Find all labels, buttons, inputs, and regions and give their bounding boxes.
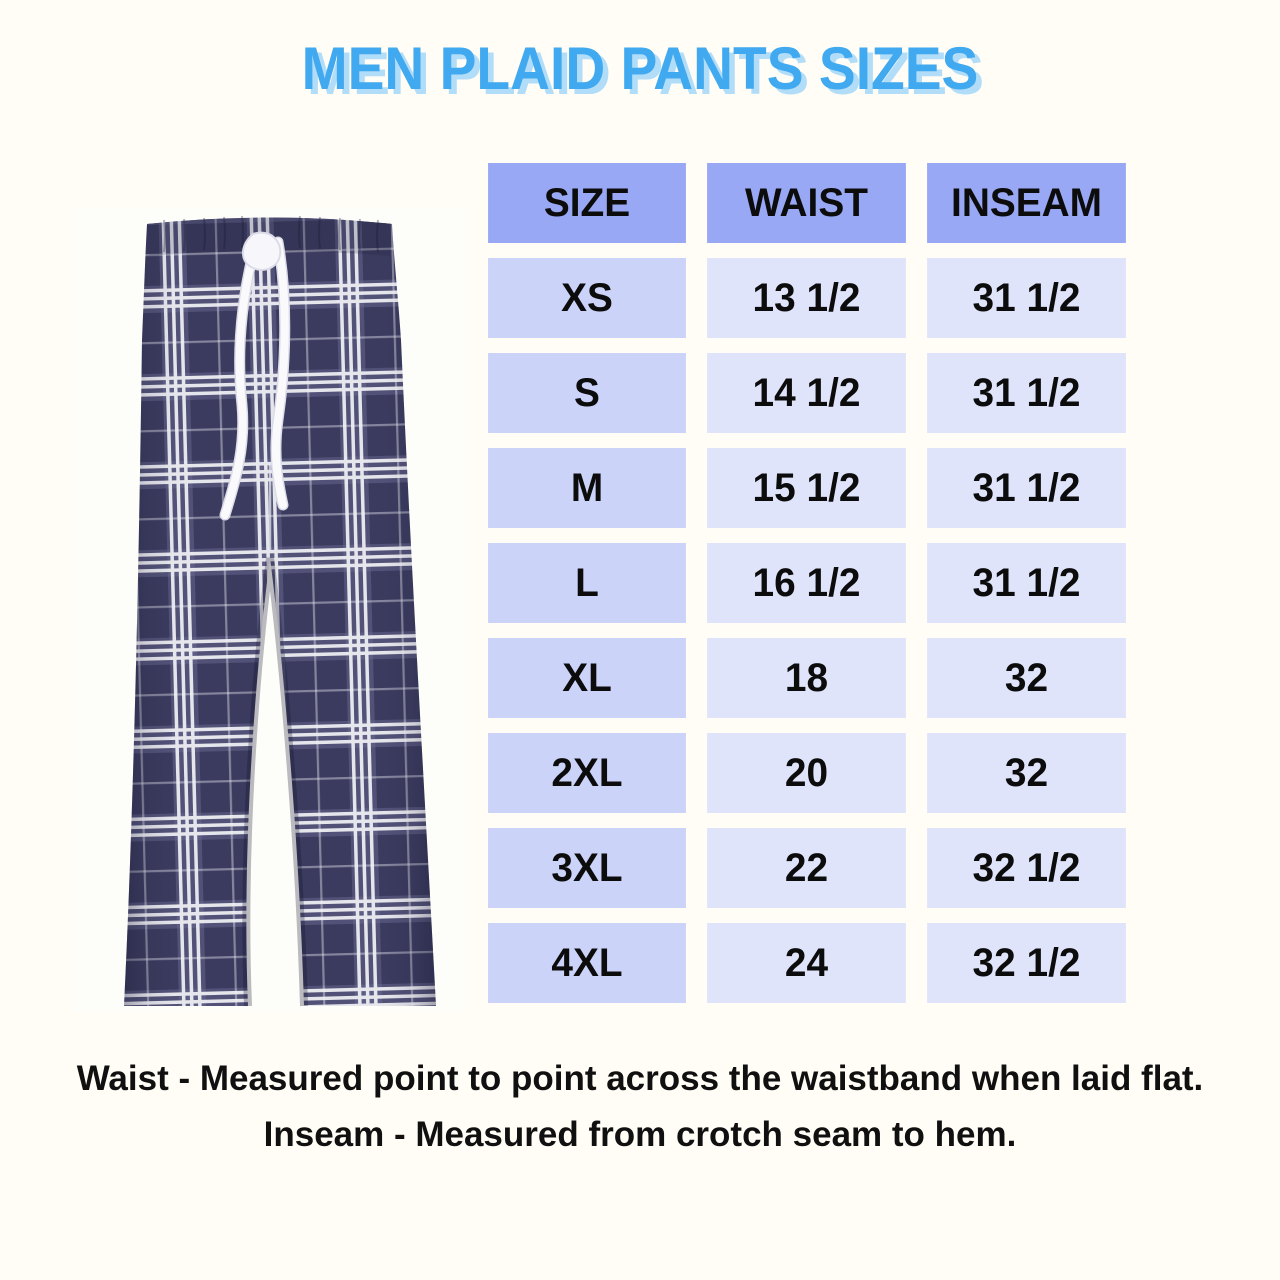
size-cell: XL xyxy=(488,638,686,718)
size-cell: 3XL xyxy=(488,828,686,908)
waist-cell: 15 1/2 xyxy=(707,448,906,528)
size-cell: 2XL xyxy=(488,733,686,813)
size-table: SIZE WAIST INSEAM XS 13 1/2 31 1/2 S 14 … xyxy=(485,163,1129,1003)
waist-cell: 18 xyxy=(707,638,906,718)
waist-cell: 22 xyxy=(707,828,906,908)
size-cell: S xyxy=(488,353,686,433)
inseam-note: Inseam - Measured from crotch seam to he… xyxy=(263,1115,1017,1154)
col-header-size: SIZE xyxy=(488,163,686,243)
waist-cell: 13 1/2 xyxy=(707,258,906,338)
inseam-cell: 31 1/2 xyxy=(927,543,1126,623)
waist-cell: 14 1/2 xyxy=(707,353,906,433)
waist-cell: 20 xyxy=(707,733,906,813)
drawstring xyxy=(219,231,291,521)
pants-body xyxy=(124,217,436,1007)
waist-cell: 16 1/2 xyxy=(707,543,906,623)
waist-cell: 24 xyxy=(707,923,906,1003)
inseam-cell: 32 xyxy=(927,638,1126,718)
pants-illustration xyxy=(74,208,466,1012)
size-cell: 4XL xyxy=(488,923,686,1003)
measurement-notes: Waist - Measured point to point across t… xyxy=(0,1051,1280,1163)
col-header-inseam: INSEAM xyxy=(927,163,1126,243)
inseam-cell: 31 1/2 xyxy=(927,448,1126,528)
inner-leg-shadow xyxy=(242,557,308,1007)
size-cell: M xyxy=(488,448,686,528)
inseam-cell: 31 1/2 xyxy=(927,258,1126,338)
col-header-waist: WAIST xyxy=(707,163,906,243)
inseam-cell: 32 1/2 xyxy=(927,828,1126,908)
inseam-cell: 32 xyxy=(927,733,1126,813)
waist-note: Waist - Measured point to point across t… xyxy=(76,1059,1204,1098)
drawstring-knot xyxy=(242,231,282,271)
size-cell: XS xyxy=(488,258,686,338)
page-title: MEN PLAID PANTS SIZES xyxy=(301,35,979,102)
inseam-cell: 31 1/2 xyxy=(927,353,1126,433)
plaid-pants-image xyxy=(70,200,474,1015)
size-cell: L xyxy=(488,543,686,623)
inseam-cell: 32 1/2 xyxy=(927,923,1126,1003)
